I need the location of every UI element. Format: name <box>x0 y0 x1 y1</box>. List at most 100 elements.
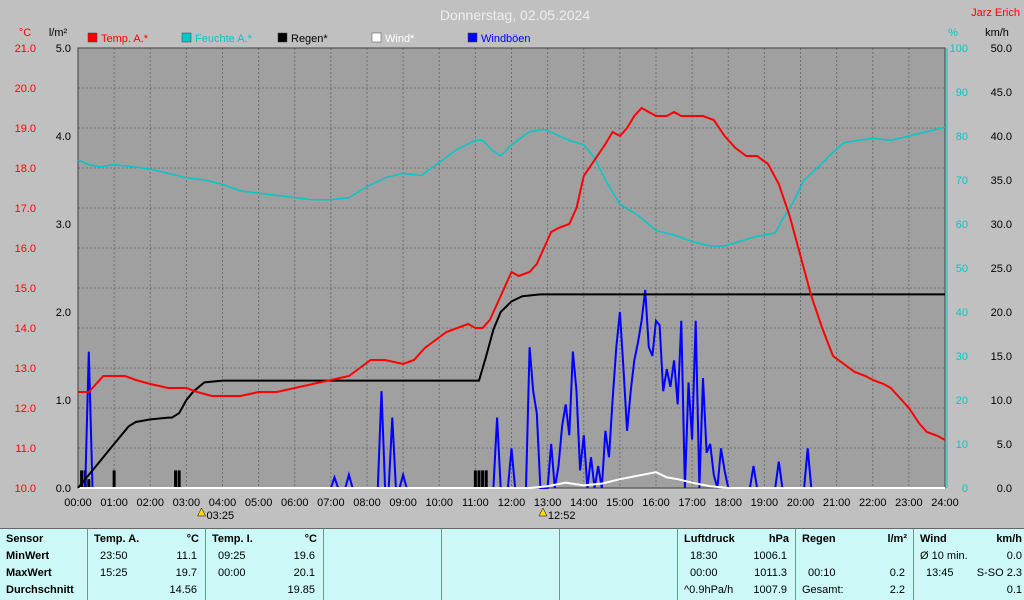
humidity-tick-label: 90 <box>956 87 968 99</box>
temp-tick-label: 15.0 <box>15 283 36 295</box>
axis-labels: 00:00 01:00 02:00 03:00 04:00 05:00 06:00 07:00… <box>15 43 1012 522</box>
pressure-min-time: 18:30 <box>690 550 718 562</box>
rain-max-time: 00:10 <box>808 567 836 579</box>
rain-max-value: 0.2 <box>889 567 905 579</box>
humidity-tick-label: 10 <box>956 439 968 451</box>
wind-day-avg-value: 0.1 <box>1006 584 1022 596</box>
wind-max-value: S-SO 2.3 <box>976 567 1022 579</box>
wind-tick-label: 35.0 <box>991 175 1012 187</box>
temp-unit: °C <box>19 27 31 39</box>
col-wind: Wind km/h Ø 10 min. 0.0 13:45 S-SO 2.3 0.1 <box>914 529 1024 600</box>
humidity-tick-label: 100 <box>950 43 968 55</box>
temp-tick-label: 20.0 <box>15 83 36 95</box>
temp-i-unit: °C <box>304 533 317 545</box>
x-tick-label: 21:00 <box>823 497 851 509</box>
humidity-tick-label: 70 <box>956 175 968 187</box>
wind-tick-label: 25.0 <box>991 263 1012 275</box>
pressure-trend: ^0.9hPa/h <box>684 584 734 596</box>
col-temp-i: Temp. I. °C 09:25 19.6 00:00 20.1 19.85 <box>206 529 324 600</box>
col-temp-a: Temp. A. °C 23:50 11.1 15:25 19.7 14.56 <box>88 529 206 600</box>
temp-i-avg-value: 19.85 <box>287 584 315 596</box>
series-line-wind <box>78 471 945 489</box>
x-tick-label: 09:00 <box>389 497 417 509</box>
rain-header: Regen <box>802 533 836 545</box>
x-tick-label: 11:00 <box>462 497 489 509</box>
series-line-feuchte <box>77 126 946 247</box>
series-group <box>77 106 946 489</box>
row-label-max: MaxWert <box>6 567 52 579</box>
legend-label: Wind* <box>385 33 415 45</box>
rain-bar <box>473 470 477 488</box>
weather-chart: 00:00 01:00 02:00 03:00 04:00 05:00 06:00 07:00… <box>15 7 1020 522</box>
x-tick-label: 13:00 <box>534 497 562 509</box>
wind-tick-label: 20.0 <box>991 307 1012 319</box>
chart-title: Donnerstag, 02.05.2024 <box>440 7 590 23</box>
rain-bar <box>112 470 116 488</box>
humidity-tick-label: 30 <box>956 351 968 363</box>
rain-total-value: 2.2 <box>889 584 905 596</box>
wind-avg-label: Ø 10 min. <box>920 550 968 562</box>
x-tick-label: 22:00 <box>859 497 887 509</box>
temp-i-max-time: 00:00 <box>218 567 246 579</box>
rain-tick-label: 3.0 <box>56 219 71 231</box>
wind-max-time: 13:45 <box>926 567 954 579</box>
rain-unit: l/m² <box>887 533 907 545</box>
temp-tick-label: 18.0 <box>15 163 36 175</box>
temp-a-min-time: 23:50 <box>100 550 128 562</box>
pressure-avg-value: 1007.9 <box>753 584 787 596</box>
wind-tick-label: 5.0 <box>997 439 1012 451</box>
rain-bar <box>174 470 178 488</box>
col-rain: Regen l/m² 00:10 0.2 Gesamt: 2.2 <box>796 529 914 600</box>
wind-avg-value: 0.0 <box>1006 550 1022 562</box>
pressure-min-value: 1006.1 <box>753 550 787 562</box>
col-empty-1 <box>324 529 442 600</box>
wind-tick-label: 45.0 <box>991 87 1012 99</box>
temp-i-max-value: 20.1 <box>293 567 315 579</box>
col-empty-2 <box>442 529 560 600</box>
rain-bar <box>481 470 485 488</box>
temp-a-max-time: 15:25 <box>100 567 128 579</box>
humidity-tick-label: 60 <box>956 219 968 231</box>
pressure-max-value: 1011.3 <box>754 567 787 579</box>
humidity-tick-label: 40 <box>956 307 968 319</box>
legend-swatch <box>371 32 382 43</box>
col-empty-3 <box>560 529 678 600</box>
pressure-max-time: 00:00 <box>690 567 718 579</box>
rain-tick-label: 0.0 <box>56 483 71 495</box>
x-tick-label: 07:00 <box>317 497 345 509</box>
legend-swatch <box>87 32 98 43</box>
temp-tick-label: 10.0 <box>15 483 36 495</box>
temp-tick-label: 19.0 <box>15 123 36 135</box>
rain-tick-label: 1.0 <box>56 395 71 407</box>
rain-unit: l/m² <box>49 27 68 39</box>
temp-tick-label: 12.0 <box>15 403 36 415</box>
wind-unit: km/h <box>985 27 1009 39</box>
legend-label: Feuchte A.* <box>195 33 253 45</box>
rain-tick-label: 5.0 <box>56 43 71 55</box>
x-tick-label: 06:00 <box>281 497 309 509</box>
x-tick-label: 15:00 <box>606 497 634 509</box>
sun-marker-icon <box>538 507 548 517</box>
x-tick-label: 12:00 <box>498 497 526 509</box>
rain-bar <box>80 470 84 488</box>
x-tick-label: 17:00 <box>678 497 706 509</box>
sun-marker-icon <box>197 507 206 517</box>
x-tick-label: 02:00 <box>136 497 164 509</box>
legend-swatch <box>181 32 192 43</box>
temp-i-header: Temp. I. <box>212 533 253 545</box>
temp-a-unit: °C <box>186 533 199 545</box>
humidity-tick-label: 0 <box>962 483 968 495</box>
temp-tick-label: 21.0 <box>15 43 36 55</box>
humidity-tick-label: 80 <box>956 131 968 143</box>
temp-tick-label: 16.0 <box>15 243 36 255</box>
col-sensor: Sensor MinWert MaxWert Durchschnitt <box>0 529 88 600</box>
wind-tick-label: 10.0 <box>991 395 1012 407</box>
series-line-regen <box>77 293 945 489</box>
x-tick-label: 08:00 <box>353 497 381 509</box>
temp-tick-label: 14.0 <box>15 323 36 335</box>
sensor-header: Sensor <box>6 533 44 545</box>
col-pressure: Luftdruck hPa 18:30 1006.1 00:00 1011.3 ^0.… <box>678 529 796 600</box>
wind-tick-label: 50.0 <box>991 43 1012 55</box>
temp-tick-label: 11.0 <box>15 443 36 455</box>
temp-a-min-value: 11.1 <box>176 550 197 562</box>
